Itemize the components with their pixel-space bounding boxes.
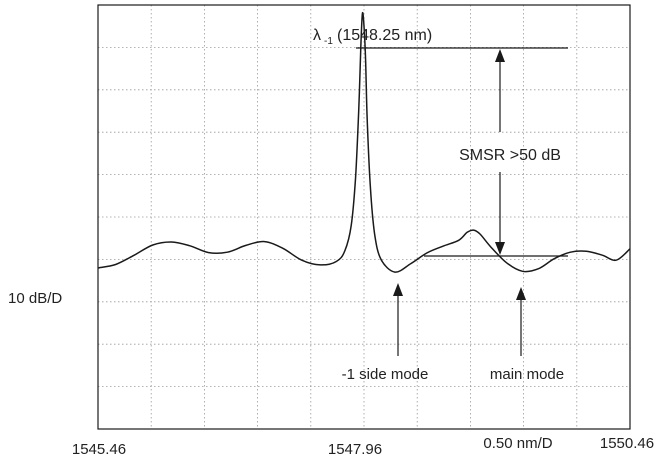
spectrum-trace bbox=[97, 11, 631, 273]
side-mode-arrow-head bbox=[393, 283, 403, 296]
x-tick-label-left: 1545.46 bbox=[72, 441, 126, 458]
lambda-subscript: -1 bbox=[324, 36, 333, 47]
main-mode-label: main mode bbox=[490, 366, 564, 383]
side-mode-annotation: -1 side mode bbox=[342, 283, 429, 383]
side-mode-label: -1 side mode bbox=[342, 366, 429, 383]
lambda-symbol: λ bbox=[313, 27, 321, 44]
smsr-annotation: SMSR >50 dB bbox=[356, 47, 568, 257]
smsr-arrow-down-head bbox=[495, 242, 505, 255]
smsr-arrow-up-head bbox=[495, 49, 505, 62]
plot-frame bbox=[97, 4, 631, 430]
smsr-label: SMSR >50 dB bbox=[459, 147, 561, 164]
main-mode-arrow-head bbox=[516, 287, 526, 300]
peak-label-group: λ -1 (1548.25 nm) bbox=[313, 27, 432, 47]
peak-wavelength-label: (1548.25 nm) bbox=[337, 27, 432, 44]
x-tick-label-right: 1550.46 bbox=[600, 435, 654, 452]
x-scale-label: 0.50 nm/D bbox=[483, 435, 552, 452]
y-scale-label: 10 dB/D bbox=[8, 290, 62, 307]
grid bbox=[98, 5, 630, 429]
main-mode-annotation: main mode bbox=[490, 287, 564, 383]
x-tick-label-center: 1547.96 bbox=[328, 441, 382, 458]
